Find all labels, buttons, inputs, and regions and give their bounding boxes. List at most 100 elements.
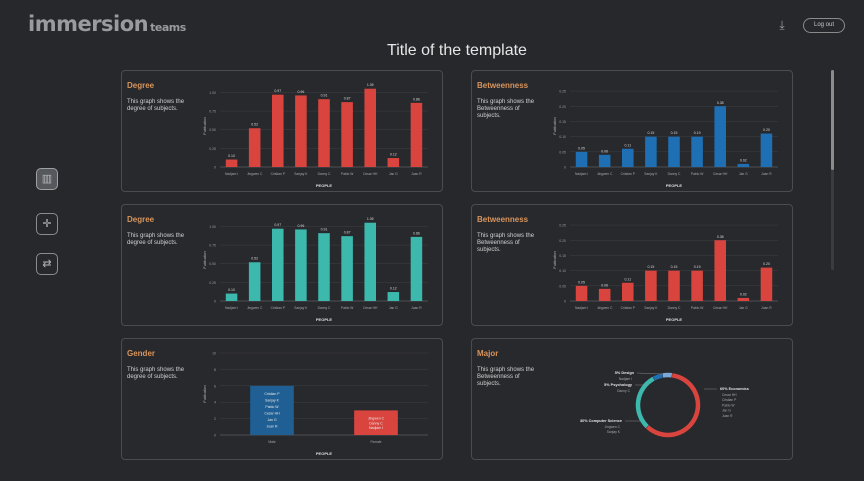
y-tick-label: 0.75	[209, 244, 216, 248]
slice-member-label: Cristian P	[722, 398, 737, 402]
bar	[341, 236, 353, 301]
betweenness-bar-chart: 0 0.05 0.10 0.15 0.20 0.25 Publication PEOPLE Na…	[553, 224, 778, 322]
bar	[668, 136, 680, 167]
move-arrows-icon[interactable]: ✛	[36, 213, 58, 235]
bar	[622, 148, 634, 167]
x-tick-label: Cristian P	[621, 306, 636, 310]
y-axis-label: Publication	[203, 117, 207, 134]
app-logo: immersion teams	[28, 12, 186, 36]
bar	[341, 102, 353, 167]
bar	[737, 297, 750, 301]
download-icon[interactable]: ⤓	[779, 18, 785, 32]
page-title: Title of the template	[387, 42, 527, 59]
data-label: 0.10	[228, 288, 235, 292]
card-description: This graph shows the Betweenness of subj…	[477, 367, 535, 387]
y-axis-label: Publication	[203, 385, 207, 402]
data-label: 0.02	[740, 292, 747, 296]
shuffle-icon[interactable]: ⇄	[36, 253, 58, 275]
slice-member-label: Jan G	[722, 409, 731, 413]
x-tick-label: Sanjay K	[644, 306, 658, 310]
slice-member-label: Juan R	[722, 414, 733, 418]
y-tick-label: 0	[214, 434, 216, 438]
x-tick-label: Danny C	[318, 306, 331, 310]
card-title: Degree	[127, 215, 155, 224]
card-title: Betweenness	[477, 81, 529, 90]
data-label: 0.06	[601, 283, 608, 287]
card-description: This graph shows the degree of subjects.	[127, 233, 185, 246]
bar	[295, 229, 307, 301]
data-label: 0.96	[297, 224, 304, 228]
data-label: 0.91	[321, 228, 328, 232]
x-tick-label: Cesar HH	[363, 172, 378, 176]
bar	[714, 240, 726, 301]
scrollbar-thumb[interactable]	[831, 70, 834, 170]
y-tick-label: 0.20	[559, 105, 566, 109]
y-tick-label: 0	[214, 166, 216, 170]
member-label: Danny C	[369, 421, 383, 425]
data-label: 0.15	[671, 265, 678, 269]
bar	[387, 292, 400, 301]
x-tick-label: Sanjay K	[644, 172, 658, 176]
slice-label: 30% Computer Science	[580, 419, 622, 423]
x-tick-label: Jan G	[739, 172, 748, 176]
member-label: Jan G	[267, 418, 277, 422]
columns-view-icon[interactable]: ▥	[36, 168, 58, 190]
x-tick-label: Juan R	[411, 172, 422, 176]
member-label: Juan R	[266, 424, 278, 428]
x-tick-label: Danny C	[318, 172, 331, 176]
data-label: 0.20	[763, 262, 770, 266]
member-label: Nadjam I	[369, 426, 383, 430]
card-title: Major	[477, 349, 499, 358]
x-tick-label: Danny C	[668, 306, 681, 310]
y-tick-label: 0.25	[559, 224, 566, 228]
gender-bar-chart: 0 2 4 6 8 10 Publication PEOPLE Male Cristian P Sa…	[203, 352, 428, 456]
card-description: This graph shows the Betweenness of subj…	[477, 233, 535, 253]
data-label: 0.97	[274, 89, 281, 93]
betweenness-card: Betweenness This graph shows the Between…	[471, 70, 793, 192]
y-tick-label: 6	[214, 384, 216, 388]
degree-bar-chart: 0 0.25 0.50 0.75 1.00 Publication PEOPLE Nadjam…	[203, 83, 428, 188]
x-tick-label: Nadjam I	[575, 172, 588, 176]
x-tick-label: Jingwen C	[247, 306, 263, 310]
data-label: 0.38	[717, 101, 724, 105]
y-tick-label: 0	[214, 300, 216, 304]
betweenness-card: Betweenness This graph shows the Between…	[471, 204, 793, 326]
card-description: This graph shows the degree of subjects.	[127, 367, 185, 380]
bar	[575, 151, 588, 167]
donut-slice	[645, 373, 701, 438]
bar	[760, 267, 773, 301]
bar	[387, 158, 400, 167]
data-label: 0.06	[601, 149, 608, 153]
bar	[737, 163, 750, 167]
x-tick-label: Cristian P	[271, 306, 286, 310]
bar	[760, 133, 773, 167]
bar	[272, 94, 284, 167]
x-tick-label: Juan R	[411, 306, 422, 310]
slice-member-label: Nadjam I	[619, 377, 632, 381]
card-title: Betweenness	[477, 215, 529, 224]
x-tick-label: Cesar HH	[713, 306, 728, 310]
data-label: 0.15	[647, 131, 654, 135]
data-label: 0.15	[671, 131, 678, 135]
x-tick-label: Nadjam I	[575, 306, 588, 310]
x-tick-label: Cristian P	[271, 172, 286, 176]
bar	[691, 136, 703, 167]
bar	[272, 228, 284, 301]
data-label: 0.12	[390, 153, 397, 157]
bar	[645, 136, 657, 167]
bar	[225, 293, 238, 301]
slice-label: 5% Design	[615, 371, 635, 375]
scrollbar-track[interactable]	[831, 70, 834, 270]
x-tick-label: Nadjam I	[225, 172, 238, 176]
x-axis-label: PEOPLE	[666, 183, 683, 188]
bar	[622, 282, 634, 301]
bar	[410, 236, 423, 301]
member-label: Cristian P	[264, 392, 280, 396]
data-label: 0.19	[694, 131, 701, 135]
y-axis-label: Publication	[553, 117, 557, 134]
bar	[248, 128, 261, 167]
bar	[248, 262, 261, 301]
data-label: 0.02	[740, 158, 747, 162]
logout-button[interactable]: Log out	[803, 18, 845, 33]
bar	[598, 288, 611, 301]
